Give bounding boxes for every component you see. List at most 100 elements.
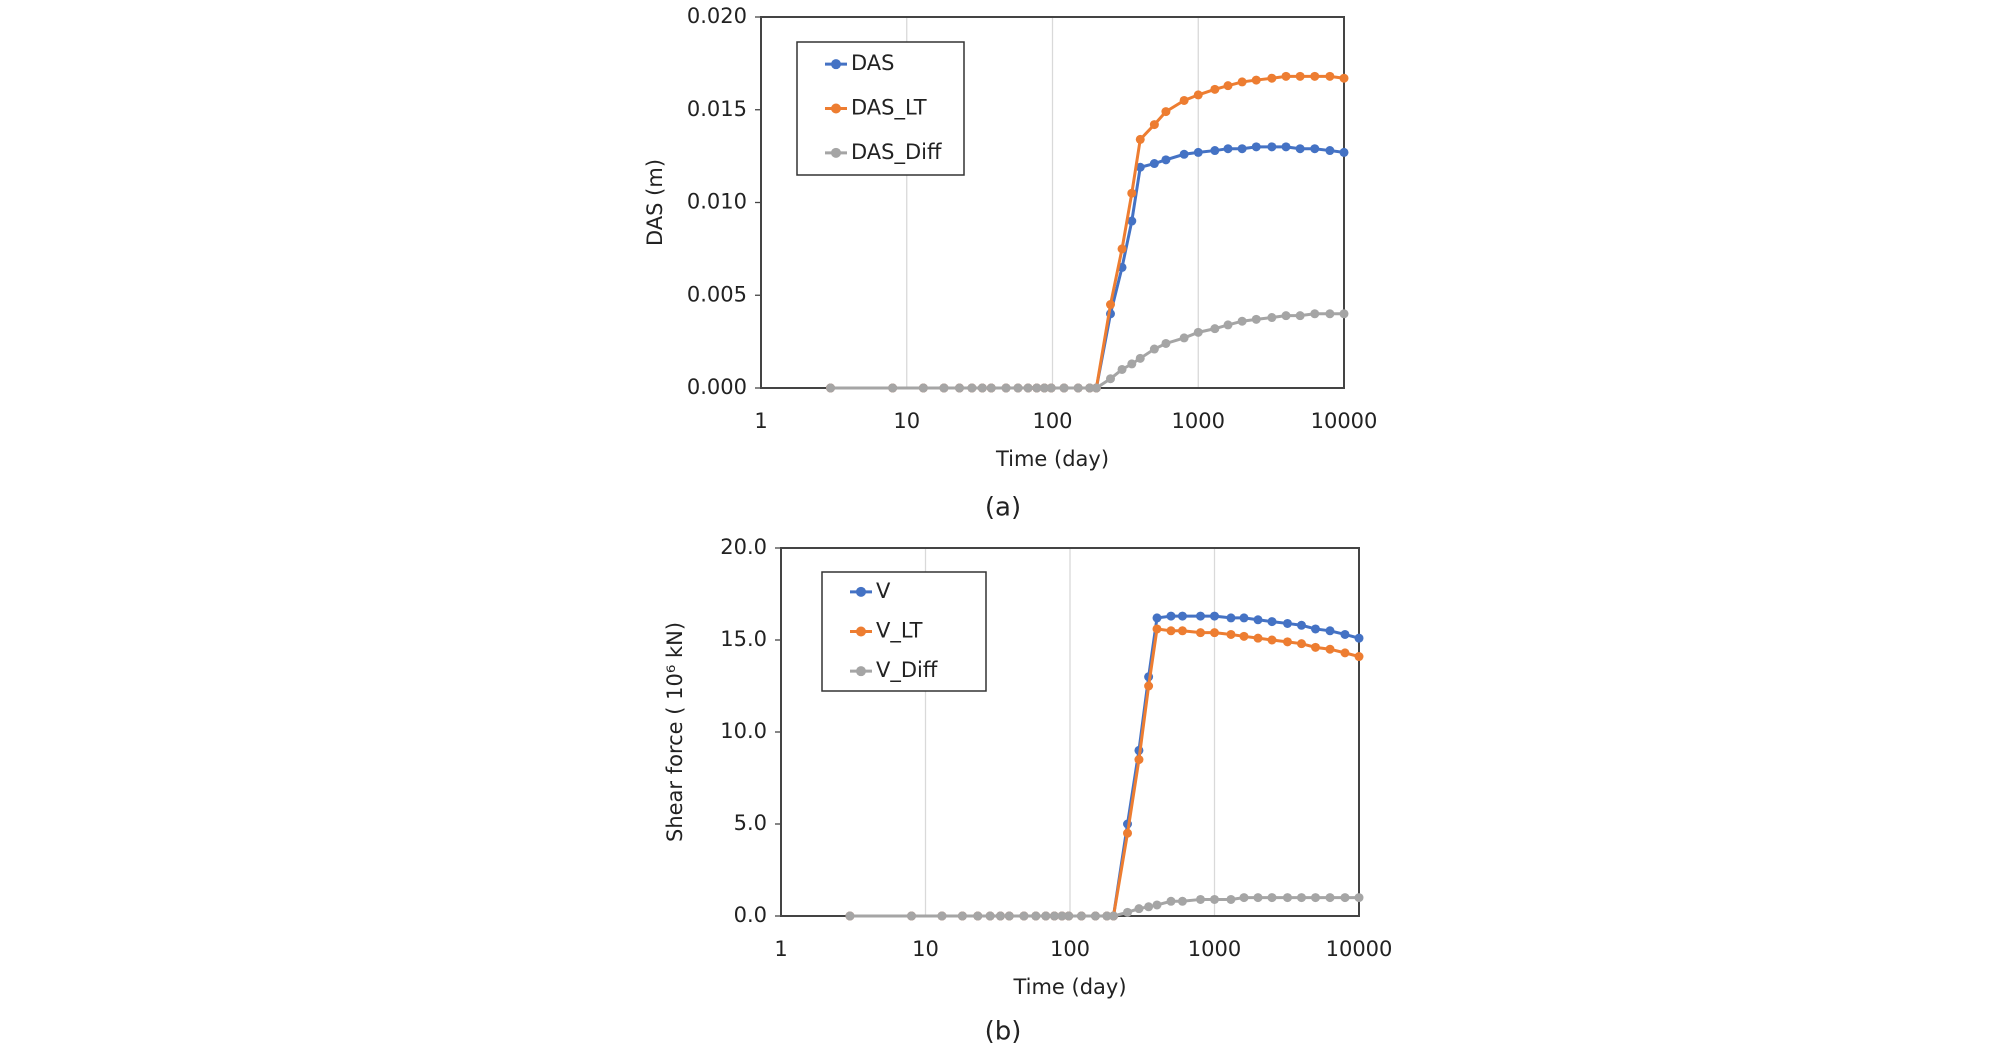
x-tick-label: 1: [774, 937, 787, 961]
data-point: [1253, 893, 1263, 903]
chart: 1 10 100 1000 10000 0.000 0.005 0.010 0.015 0.020…: [643, 4, 1377, 523]
data-point: [1117, 364, 1127, 374]
data-point: [1311, 642, 1321, 652]
data-point: [1117, 244, 1127, 254]
data-point: [1311, 624, 1321, 634]
data-point: [1090, 911, 1100, 921]
data-point: [1108, 911, 1118, 921]
legend-label: DAS_Diff: [851, 140, 942, 165]
data-point: [1339, 73, 1349, 83]
data-point: [845, 911, 855, 921]
data-point: [1226, 894, 1236, 904]
data-point: [1161, 155, 1171, 165]
x-tick-label: 100: [1050, 937, 1090, 961]
data-point: [1210, 84, 1220, 94]
data-point: [1295, 144, 1305, 154]
x-axis-label: Time (day): [995, 447, 1109, 471]
y-tick-label: 10.0: [720, 719, 767, 743]
data-point: [1091, 383, 1101, 393]
data-point: [1267, 617, 1277, 627]
legend-box: [821, 571, 987, 692]
data-point: [1295, 311, 1305, 321]
y-tick-label: 20.0: [720, 535, 767, 559]
y-axis-label: Shear force ( 10⁶ kN): [663, 622, 687, 842]
data-point: [1253, 615, 1263, 625]
data-point: [1019, 911, 1029, 921]
legend-marker: [856, 586, 866, 597]
data-point: [1239, 631, 1249, 641]
data-point: [1039, 383, 1049, 393]
data-point: [1325, 626, 1335, 636]
data-point: [1210, 324, 1220, 334]
data-point: [1354, 652, 1364, 662]
data-point: [1149, 159, 1159, 169]
data-point: [1340, 893, 1350, 903]
data-point: [1144, 681, 1154, 691]
y-tick-label: 0.005: [687, 282, 747, 306]
y-tick-label: 0.000: [687, 375, 747, 399]
data-point: [1339, 147, 1349, 157]
data-point: [1023, 383, 1033, 393]
data-point: [1267, 635, 1277, 645]
data-point: [1239, 613, 1249, 623]
data-point: [1144, 902, 1154, 912]
data-point: [1296, 620, 1306, 630]
data-point: [1049, 911, 1059, 921]
data-point: [1223, 81, 1233, 91]
data-point: [1073, 383, 1083, 393]
data-point: [1149, 344, 1159, 354]
x-tick-label: 100: [1032, 409, 1072, 433]
data-point: [1179, 149, 1189, 159]
data-point: [1267, 73, 1277, 83]
data-point: [1134, 755, 1144, 765]
data-point: [1237, 144, 1247, 154]
data-point: [1127, 359, 1137, 369]
data-point: [1032, 383, 1042, 393]
data-point: [1223, 144, 1233, 154]
data-point: [1325, 309, 1335, 319]
data-point: [1166, 626, 1176, 636]
x-tick-label: 1000: [1188, 937, 1241, 961]
data-point: [1310, 309, 1320, 319]
data-point: [1085, 383, 1095, 393]
data-point: [1267, 142, 1277, 152]
data-point: [1152, 613, 1162, 623]
y-axis-label: DAS (m): [643, 159, 667, 246]
data-point: [986, 383, 996, 393]
chart: 1 10 100 1000 10000 0.0 5.0 10.0 15.0 20.0 Time (d…: [663, 535, 1392, 1044]
caption: (b): [985, 1017, 1022, 1044]
data-point: [1339, 309, 1349, 319]
data-point: [1282, 637, 1292, 647]
y-tick-label: 0.0: [734, 903, 767, 927]
data-point: [1179, 95, 1189, 105]
legend-label: DAS: [851, 51, 895, 75]
data-point: [937, 911, 947, 921]
x-tick-label: 1: [754, 409, 767, 433]
y-tick-label: 15.0: [720, 627, 767, 651]
series-line: [830, 145, 1345, 390]
data-point: [1013, 383, 1023, 393]
data-point: [1226, 629, 1236, 639]
y-tick-label: 0.020: [687, 4, 747, 28]
data-point: [1127, 188, 1137, 198]
x-tick-label: 10000: [1326, 937, 1393, 961]
data-point: [826, 383, 836, 393]
data-point: [1152, 900, 1162, 910]
data-point: [1195, 628, 1205, 638]
data-point: [1177, 611, 1187, 621]
data-point: [1210, 628, 1219, 638]
data-point: [1149, 120, 1159, 130]
data-point: [1281, 142, 1291, 152]
x-tick-label: 10000: [1311, 409, 1378, 433]
data-point: [1135, 134, 1145, 144]
data-point: [1310, 71, 1320, 81]
data-point: [1325, 644, 1335, 654]
data-point: [1076, 911, 1086, 921]
series-line: [830, 312, 1344, 390]
data-point: [1059, 383, 1069, 393]
data-point: [1166, 611, 1176, 621]
data-point: [1031, 911, 1041, 921]
data-point: [1161, 338, 1171, 348]
legend-marker: [856, 626, 866, 637]
